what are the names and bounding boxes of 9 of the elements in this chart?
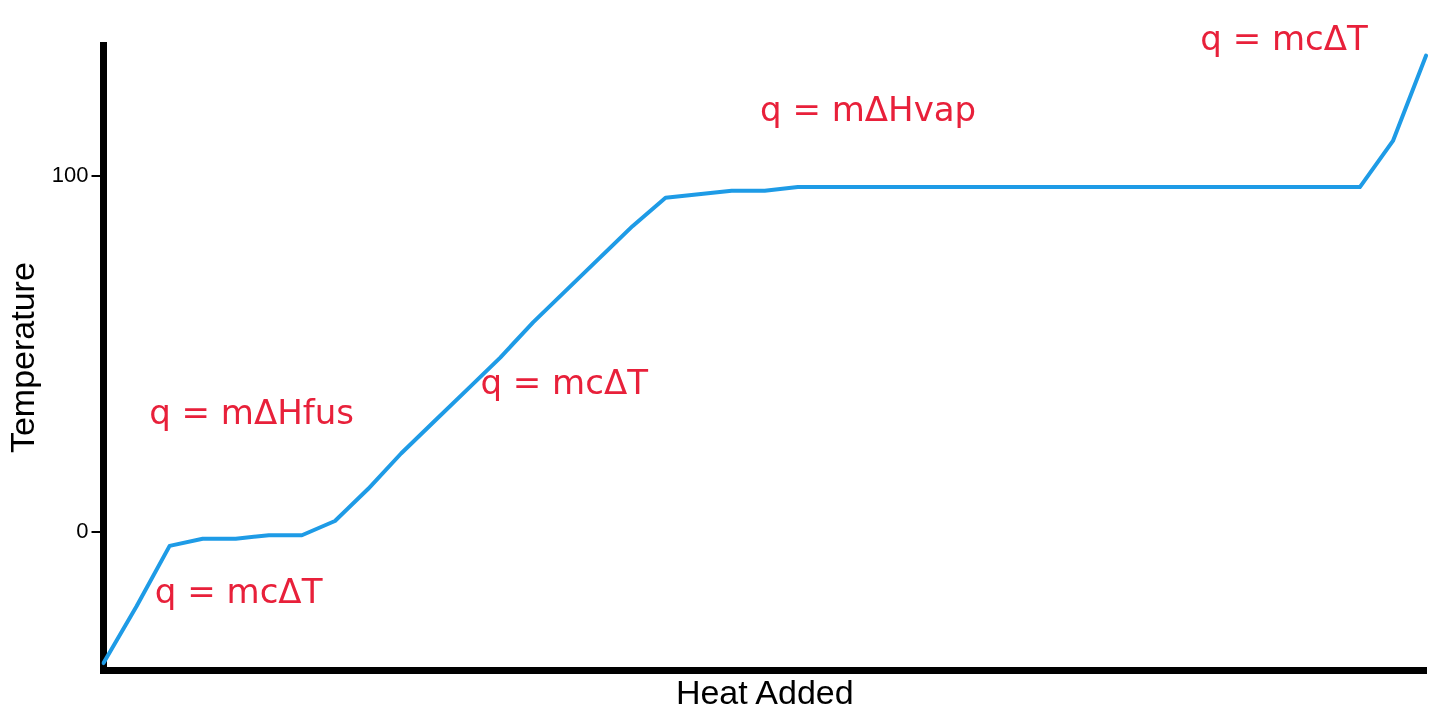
x-axis-title: Heat Added	[675, 672, 854, 711]
y-axis-title: Temperature	[2, 262, 41, 454]
y-tick-label: 100	[51, 162, 89, 188]
annotation: q = mcΔT	[480, 362, 649, 403]
annotation: q = mcΔT	[1200, 18, 1369, 59]
annotation: q = mcΔT	[154, 570, 323, 611]
y-tick-label: 0	[76, 517, 89, 543]
annotation: q = mΔHfus	[149, 392, 355, 433]
annotation: q = mΔHvap	[760, 88, 977, 129]
